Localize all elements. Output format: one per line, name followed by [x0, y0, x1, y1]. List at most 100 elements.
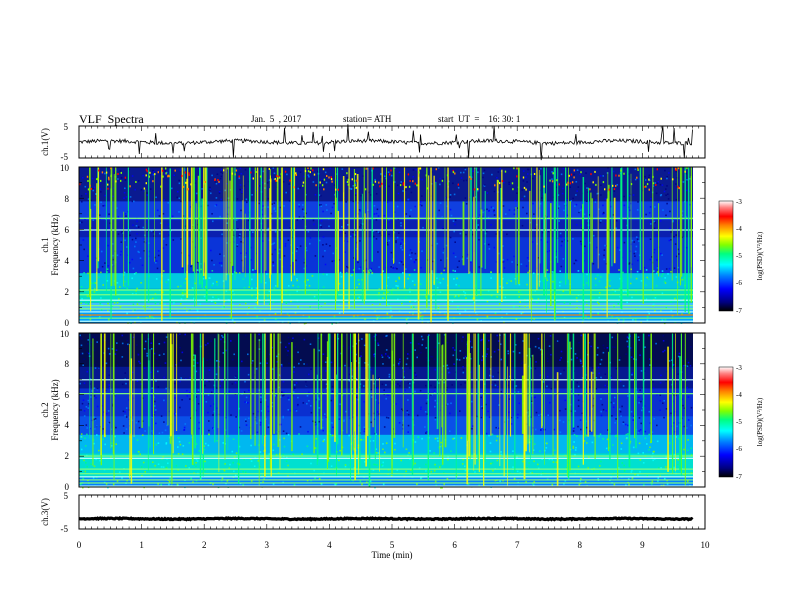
spectrogram-pixel	[92, 189, 95, 192]
spectrogram-pixel	[594, 201, 597, 203]
spectrogram-pixel	[448, 371, 451, 374]
spectrogram-pixel	[662, 209, 664, 211]
spectrogram-sferic	[244, 213, 246, 278]
spectrogram-pixel	[184, 333, 186, 336]
spectrogram-pixel	[80, 344, 83, 347]
spectrogram-pixel	[138, 360, 140, 363]
spectrogram-pixel	[425, 470, 427, 472]
spectrogram-pixel	[283, 205, 285, 207]
spectrogram-pixel	[168, 233, 170, 236]
spectrogram-pixel	[623, 470, 626, 472]
spectrogram-pixel	[623, 195, 625, 198]
spectrogram-pixel	[663, 400, 665, 402]
spectrogram-pixel	[83, 415, 86, 417]
spectrogram-pixel	[445, 244, 448, 247]
spectrogram-pixel	[584, 245, 586, 248]
spectrogram-pixel	[677, 458, 679, 461]
spectrogram-pixel	[668, 267, 671, 270]
spectrogram-pixel	[224, 167, 227, 169]
spectrogram-sferic	[572, 333, 575, 428]
spectrogram-pixel	[331, 422, 333, 424]
spectrogram-pixel	[117, 233, 120, 235]
spectrogram-pixel	[128, 398, 130, 401]
spectrogram-pixel	[457, 305, 459, 308]
spectrogram-pixel	[307, 430, 309, 433]
spectrogram-pixel	[374, 486, 376, 489]
spectrogram-sferic	[386, 167, 387, 307]
spectrogram-pixel	[319, 224, 322, 227]
spectrogram-hotspot	[613, 188, 616, 191]
spectrogram-pixel	[116, 254, 119, 257]
spectrogram-pixel	[164, 303, 166, 306]
spectrogram-pixel	[165, 336, 168, 338]
spectrogram-pixel	[213, 427, 215, 430]
spectrogram-pixel	[151, 308, 153, 311]
spectrogram-pixel	[434, 480, 437, 483]
spectrogram-pixel	[154, 464, 156, 467]
spectrogram-pixel	[294, 387, 296, 389]
spectrogram-pixel	[592, 297, 595, 299]
spectrogram-pixel	[120, 250, 122, 253]
spectrogram-pixel	[648, 312, 650, 315]
spectrogram-sferic	[133, 333, 135, 437]
spectrogram-pixel	[151, 416, 153, 419]
spectrogram-sferic	[543, 167, 545, 296]
spectrogram-sferic	[634, 333, 635, 439]
spectrogram-sferic	[681, 167, 683, 277]
spectrogram-pixel	[307, 230, 310, 233]
spectrogram-pixel	[250, 362, 253, 364]
spectrogram-pixel	[481, 297, 483, 300]
spectrogram-sferic	[582, 333, 584, 465]
spectrogram-pixel	[331, 390, 334, 393]
spectrogram-sferic	[224, 333, 226, 460]
spectrogram-pixel	[587, 191, 589, 193]
spectrogram-pixel	[339, 271, 342, 274]
spectrogram-pixel	[577, 270, 580, 272]
spectrogram-pixel	[219, 385, 221, 387]
ch3-waveform-line	[78, 515, 694, 522]
spectrogram-pixel	[212, 220, 214, 223]
spectrogram-pixel	[410, 258, 412, 260]
spectrogram-pixel	[271, 253, 273, 256]
spectrogram-pixel	[499, 167, 501, 170]
spectrogram-pixel	[321, 419, 324, 421]
spectrogram-pixel	[533, 213, 535, 215]
spectrogram-pixel	[596, 192, 599, 195]
spectrogram-pixel	[308, 315, 310, 318]
spectrogram-pixel	[204, 442, 207, 445]
spectrogram-pixel	[476, 318, 479, 321]
x-tick-3: 3	[265, 540, 270, 550]
spectrogram-pixel	[305, 284, 307, 287]
spectrogram-pixel	[526, 257, 529, 259]
spectrogram-pixel	[408, 386, 411, 389]
spectrogram-pixel	[306, 363, 308, 366]
spectrogram-pixel	[258, 345, 261, 348]
spectrogram-pixel	[375, 452, 378, 454]
spectrogram-pixel	[687, 396, 690, 398]
spectrogram-pixel	[352, 185, 355, 187]
spectrogram-pixel	[219, 177, 222, 180]
spectrogram-pixel	[664, 169, 666, 172]
spectrogram-pixel	[602, 175, 605, 177]
spectrogram-pixel	[575, 259, 578, 262]
spectrogram-pixel	[560, 265, 563, 268]
spectrogram-pixel	[271, 346, 274, 349]
spectrogram-pixel	[519, 301, 521, 303]
spectrogram-pixel	[317, 475, 320, 477]
spectrogram-pixel	[211, 174, 213, 177]
spectrogram-pixel	[129, 196, 132, 198]
spectrogram-pixel	[178, 197, 181, 200]
spectrogram-pixel	[496, 176, 498, 179]
spectrogram-sferic	[112, 333, 115, 455]
spectrogram-pixel	[535, 361, 537, 363]
spectrogram-pixel	[652, 459, 654, 462]
spectrogram-pixel	[455, 295, 457, 297]
spectrogram-pixel	[324, 263, 327, 266]
spectrogram-pixel	[443, 472, 445, 474]
spectrogram-pixel	[644, 179, 647, 181]
spectrogram-pixel	[619, 410, 622, 413]
spectrogram-pixel	[378, 402, 380, 404]
spectrogram-sferic	[273, 333, 275, 434]
spectrogram-line	[79, 314, 693, 316]
spectrogram-pixel	[549, 335, 552, 337]
